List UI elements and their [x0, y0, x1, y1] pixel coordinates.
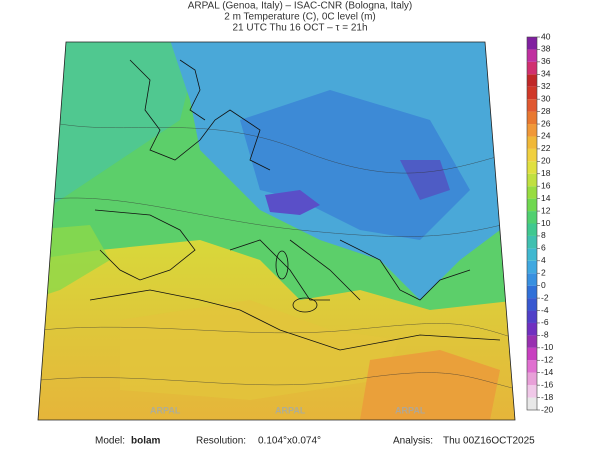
colorbar-bin — [527, 198, 537, 212]
colorbar-tick-label: 20 — [541, 156, 551, 166]
colorbar-tick-label: 36 — [541, 56, 551, 66]
colorbar-tick-label: -2 — [541, 292, 549, 302]
colorbar-bin — [527, 372, 537, 386]
colorbar-tick-label: 34 — [541, 69, 551, 79]
footer-label: Analysis: — [393, 436, 433, 447]
colorbar-tick-label: 40 — [541, 31, 551, 41]
header-line: 2 m Temperature (C), 0C level (m) — [224, 12, 376, 23]
colorbar-bin — [527, 74, 537, 87]
colorbar-bin — [527, 360, 537, 373]
colorbar-bin — [527, 136, 537, 149]
colorbar-bin — [527, 86, 537, 100]
colorbar-tick-label: 0 — [541, 280, 546, 290]
colorbar-tick-label: -12 — [541, 355, 554, 365]
colorbar-tick-label: 28 — [541, 106, 551, 116]
colorbar-bin — [527, 211, 537, 224]
colorbar-tick-label: 32 — [541, 81, 551, 91]
map-frame — [37, 41, 516, 421]
colorbar-bin — [527, 248, 537, 261]
colorbar-tick-label: 26 — [541, 118, 551, 128]
footer-label: Model: — [95, 436, 125, 447]
colorbar-tick-label: 4 — [541, 255, 546, 265]
colorbar-bin — [527, 148, 537, 162]
colorbar-bin — [527, 173, 537, 187]
colorbar-bin — [527, 397, 537, 410]
footer-value: bolam — [131, 436, 161, 447]
footer-value: 0.104°x0.074° — [258, 436, 321, 447]
header-line: 21 UTC Thu 16 OCT – τ = 21h — [232, 23, 367, 34]
watermark: ARPAL — [395, 405, 426, 415]
colorbar-tick-label: 14 — [541, 193, 551, 203]
colorbar-tick-label: 38 — [541, 44, 551, 54]
colorbar-bin — [527, 273, 537, 286]
colorbar-bin — [527, 385, 537, 398]
watermark: ARPAL — [275, 405, 306, 415]
colorbar-bin — [527, 335, 537, 348]
colorbar-bin — [527, 347, 537, 361]
colorbar-bin — [527, 260, 537, 274]
colorbar-tick-label: 6 — [541, 243, 546, 253]
footer-value: Thu 00Z16OCT2025 — [443, 436, 535, 447]
colorbar-bin — [527, 285, 537, 299]
colorbar-tick-label: -16 — [541, 379, 554, 389]
map-field — [38, 42, 515, 420]
colorbar-tick-label: 30 — [541, 93, 551, 103]
colorbar-tick-label: -8 — [541, 330, 549, 340]
colorbar-tick-label: -6 — [541, 317, 549, 327]
header-line: ARPAL (Genoa, Italy) – ISAC-CNR (Bologna… — [188, 1, 413, 12]
colorbar-tick-label: 10 — [541, 218, 551, 228]
colorbar-bin — [527, 124, 537, 137]
colorbar-tick-label: -4 — [541, 305, 549, 315]
colorbar-bin — [527, 37, 537, 50]
footer-label: Resolution: — [196, 436, 246, 447]
colorbar-bin — [527, 310, 537, 323]
colorbar-bin — [527, 186, 537, 199]
footer: Model: bolam Resolution: 0.104°x0.074° A… — [95, 436, 535, 447]
colorbar-tick-label: 16 — [541, 180, 551, 190]
colorbar-bin — [527, 322, 537, 336]
colorbar-tick-label: 22 — [541, 143, 551, 153]
colorbar-tick-label: 18 — [541, 168, 551, 178]
colorbar-bin — [527, 223, 537, 236]
colorbar-tick-label: -18 — [541, 392, 554, 402]
colorbar-tick-label: -10 — [541, 342, 554, 352]
colorbar-tick-label: -20 — [541, 404, 554, 414]
colorbar-bin — [527, 61, 537, 75]
colorbar-bin — [527, 235, 537, 249]
colorbar-tick-label: 2 — [541, 267, 546, 277]
colorbar-bin — [527, 161, 537, 174]
colorbar-bin — [527, 111, 537, 125]
colorbar-tick-label: 12 — [541, 205, 551, 215]
colorbar-tick-label: 24 — [541, 131, 551, 141]
colorbar-bin — [527, 49, 537, 62]
colorbar-tick-label: 8 — [541, 230, 546, 240]
colorbar-bin — [527, 99, 537, 112]
colorbar-bin — [527, 298, 537, 311]
watermark: ARPAL — [150, 405, 181, 415]
colorbar-tick-label: -14 — [541, 367, 554, 377]
